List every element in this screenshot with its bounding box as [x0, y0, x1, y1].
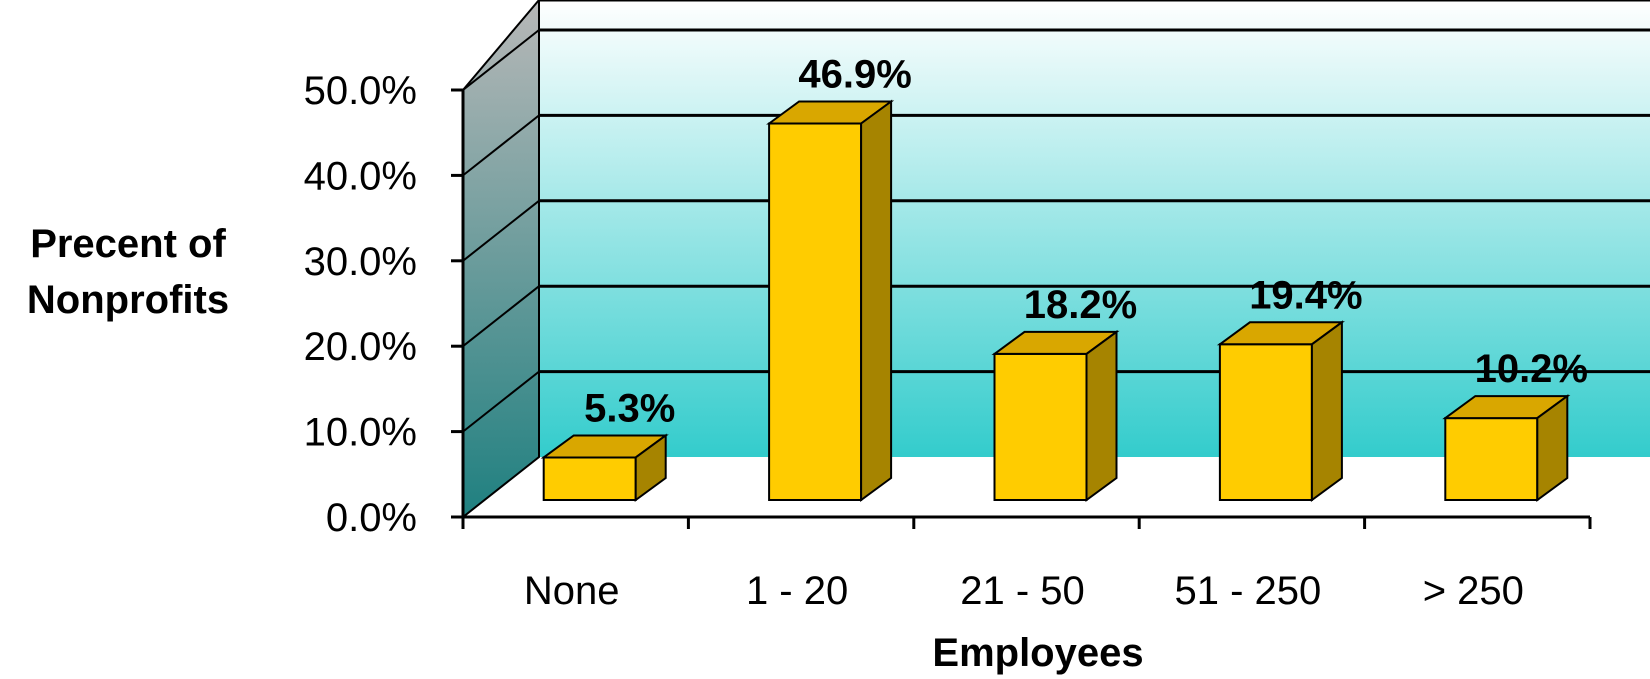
bar-front — [544, 457, 636, 500]
bar-side — [1312, 322, 1342, 500]
y-tick-label: 30.0% — [304, 240, 417, 284]
bar-front — [769, 124, 861, 500]
y-tick-label: 0.0% — [326, 496, 417, 540]
x-tick-label: 51 - 250 — [1175, 569, 1322, 613]
y-axis-title-line-2: Nonprofits — [27, 278, 229, 322]
y-tick-label: 10.0% — [304, 411, 417, 455]
bar-side — [1087, 332, 1117, 500]
x-tick-label: 1 - 20 — [746, 569, 848, 613]
side-wall — [463, 0, 539, 517]
x-tick-label: None — [524, 569, 620, 613]
bar-front — [1445, 418, 1537, 500]
bar-side — [861, 102, 891, 500]
data-label: 18.2% — [1024, 283, 1137, 327]
bar-front — [995, 354, 1087, 500]
data-label: 5.3% — [584, 386, 675, 430]
x-tick-label: > 250 — [1423, 569, 1524, 613]
x-tick-labels: None 1 - 20 21 - 50 51 - 250 > 250 — [524, 569, 1524, 613]
bar — [1220, 322, 1342, 500]
bar — [1445, 396, 1567, 500]
bar — [544, 435, 666, 500]
data-label: 46.9% — [798, 53, 911, 97]
x-axis-title: Employees — [932, 631, 1143, 675]
y-tick-labels: 0.0% 10.0% 20.0% 30.0% 40.0% 50.0% — [304, 69, 417, 540]
y-axis-title-line-1: Precent of — [30, 222, 226, 266]
y-tick-label: 20.0% — [304, 325, 417, 369]
bar — [769, 102, 891, 500]
data-label: 10.2% — [1475, 347, 1588, 391]
y-tick-label: 50.0% — [304, 69, 417, 113]
bar-front — [1220, 344, 1312, 500]
data-label: 19.4% — [1249, 273, 1362, 317]
x-tick-label: 21 - 50 — [960, 569, 1085, 613]
bar — [995, 332, 1117, 500]
y-tick-label: 40.0% — [304, 154, 417, 198]
